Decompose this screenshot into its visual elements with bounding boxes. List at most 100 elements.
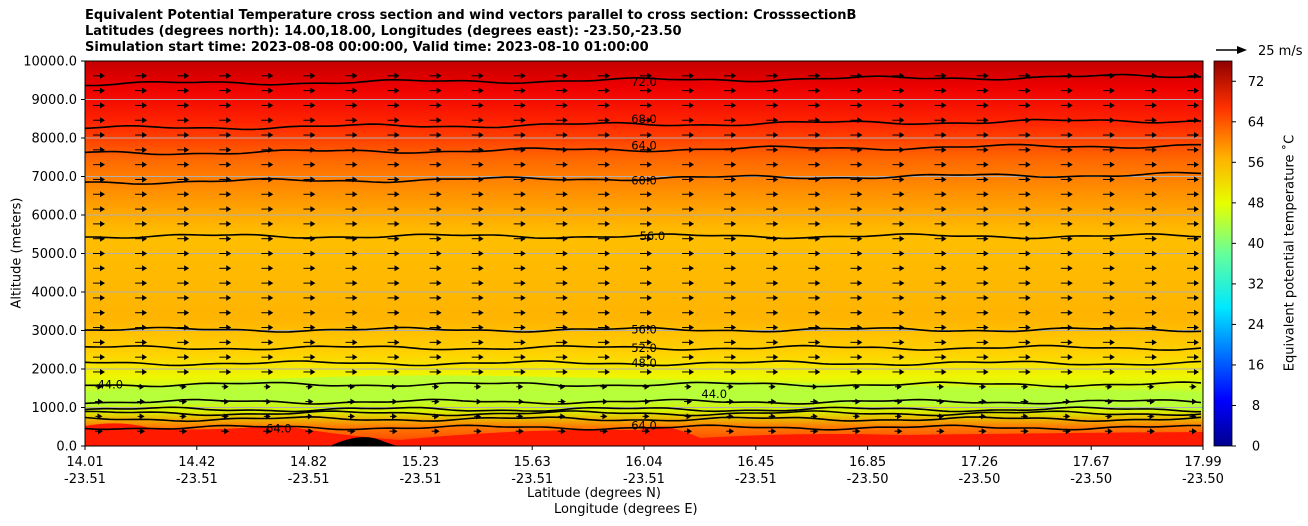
wind-vector-head — [647, 294, 652, 301]
wind-vector-head — [1151, 294, 1157, 301]
wind-vector-head — [100, 206, 105, 213]
wind-vector-head — [142, 72, 148, 79]
wind-vector-head — [394, 250, 400, 257]
wind-vector-head — [1151, 161, 1157, 168]
wind-vector-head — [1025, 87, 1031, 94]
wind-vector-head — [773, 206, 779, 213]
wind-vector-head — [983, 191, 989, 198]
wind-vector-head — [1067, 294, 1073, 301]
wind-vector-head — [184, 309, 190, 316]
wind-vector-head — [983, 339, 989, 346]
y-axis-label: Altitude (meters) — [9, 197, 25, 309]
wind-vector-head — [1025, 309, 1031, 316]
wind-vector-head — [184, 117, 190, 124]
x-axis-ticks: 14.01 -23.51 14.42 -23.51 14.82 -23.51 15.23 -2… — [64, 446, 1224, 487]
wind-vector-head — [1067, 176, 1073, 183]
contour-line-52.0 — [85, 344, 1202, 351]
wind-vector-head — [899, 132, 905, 139]
wind-vector-head — [1151, 265, 1157, 272]
wind-vector-head — [1194, 324, 1199, 331]
wind-vector-head — [100, 368, 105, 375]
moist-layer-band — [85, 375, 1203, 410]
wind-vector-head — [1194, 146, 1199, 153]
wind-vector-head — [773, 324, 779, 331]
wind-vector-head — [647, 117, 652, 124]
wind-vector-head — [182, 428, 188, 435]
wind-vector-head — [310, 132, 316, 139]
wind-vector-head — [1067, 339, 1073, 346]
wind-vector-head — [899, 280, 905, 287]
x-tick-label-lon: -23.51 — [399, 472, 441, 487]
colorbar-tick-label: 32 — [1248, 277, 1265, 292]
wind-vector-head — [352, 206, 358, 213]
wind-vector-head — [731, 87, 737, 94]
contour-line-72.0 — [85, 73, 1202, 87]
wind-vector-head — [689, 206, 695, 213]
wind-vector-head — [478, 368, 484, 375]
wind-vector-head — [394, 87, 400, 94]
wind-vector-head — [939, 383, 945, 390]
wind-vector-head — [604, 250, 610, 257]
contour-line-60.0 — [85, 171, 1202, 185]
plot-area: 72.0 68.0 64.0 60.0 56.0 56.0 52.048.0 44.0 64.0… — [85, 61, 1203, 446]
wind-vector-head — [352, 368, 358, 375]
wind-vector-head — [1025, 102, 1031, 109]
wind-vector-head — [941, 191, 947, 198]
wind-vector-head — [983, 220, 989, 227]
wind-vector-head — [352, 265, 358, 272]
wind-vector-head — [604, 161, 610, 168]
wind-vector-head — [815, 265, 821, 272]
wind-vector-head — [100, 294, 105, 301]
wind-vector-head — [142, 206, 148, 213]
wind-vector-head — [268, 117, 274, 124]
wind-vector-head — [773, 132, 779, 139]
wind-vector-head — [139, 413, 145, 420]
wind-vector-head — [731, 176, 737, 183]
wind-vector-head — [266, 428, 272, 435]
wind-vector-head — [1109, 339, 1115, 346]
x-tick-label-lon: -23.50 — [1182, 472, 1224, 487]
wind-vector-head — [142, 294, 148, 301]
wind-vector-head — [983, 87, 989, 94]
wind-vector-head — [647, 191, 652, 198]
wind-vector-head — [1151, 250, 1157, 257]
wind-vector-head — [815, 280, 821, 287]
wind-vector-head — [899, 102, 905, 109]
wind-vector-head — [1109, 220, 1115, 227]
wind-vector-head — [436, 87, 442, 94]
wind-vector-head — [689, 117, 695, 124]
wind-vector-head — [268, 294, 274, 301]
wind-vector-head — [854, 413, 860, 420]
wind-vector-head — [436, 265, 442, 272]
wind-vector-head — [1025, 146, 1031, 153]
wind-vector-head — [142, 265, 148, 272]
wind-vector-head — [647, 280, 652, 287]
wind-vector-head — [983, 250, 989, 257]
wind-vector-head — [392, 413, 398, 420]
wind-vector-head — [647, 309, 652, 316]
wind-vector-head — [478, 250, 484, 257]
wind-vector-head — [352, 354, 358, 361]
x-tick-label-lat: 15.63 — [514, 455, 551, 470]
x-tick-label-lat: 15.23 — [402, 455, 439, 470]
x-tick-label-lon: -23.50 — [958, 472, 1000, 487]
contour-label: 56.0 — [640, 229, 666, 243]
wind-vector-head — [689, 87, 695, 94]
wind-vector-head — [731, 354, 737, 361]
wind-vector-head — [349, 413, 355, 420]
wind-vector-head — [1109, 368, 1115, 375]
wind-vector-head — [310, 324, 316, 331]
wind-vector-head — [689, 191, 695, 198]
wind-vector-head — [1194, 191, 1199, 198]
wind-vector-head — [1067, 265, 1073, 272]
wind-vector-head — [1025, 354, 1031, 361]
contour-label: 60.0 — [631, 173, 657, 187]
wind-vector-head — [857, 265, 863, 272]
wind-vector-head — [857, 206, 863, 213]
wind-vector-head — [1194, 87, 1199, 94]
wind-vector-head — [604, 265, 610, 272]
wind-vector-head — [394, 132, 400, 139]
wind-vector-head — [815, 132, 821, 139]
wind-vector-head — [1109, 294, 1115, 301]
quiver-key: 25 m/s — [1216, 44, 1303, 59]
